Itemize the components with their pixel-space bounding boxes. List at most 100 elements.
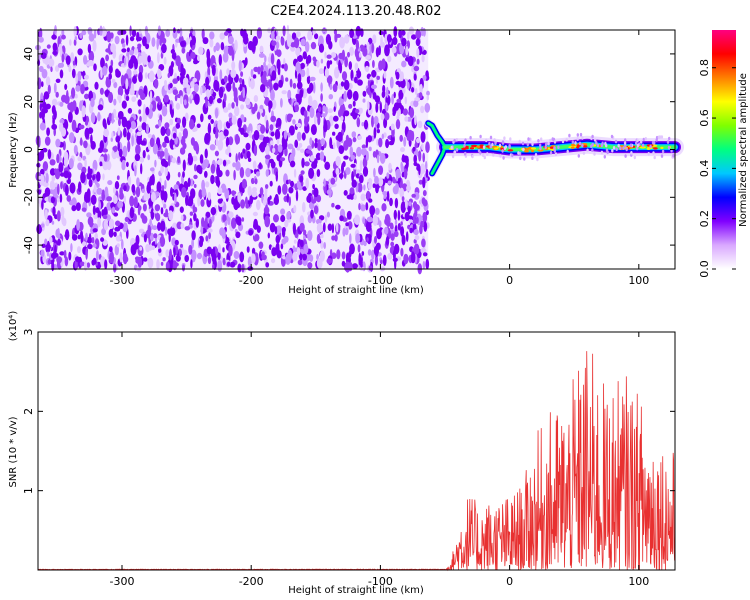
- spectrogram-noise-speck: [126, 47, 130, 53]
- signal-edge-speck: [642, 137, 645, 142]
- spectrogram-noise-speck: [337, 131, 343, 142]
- spectrogram-noise-speck: [182, 116, 187, 128]
- spectrogram-noise-speck: [205, 181, 210, 188]
- spectrogram-noise-speck: [241, 178, 247, 189]
- spectrogram-noise-speck: [108, 246, 113, 253]
- spectrogram-noise-speck: [366, 190, 371, 201]
- spectrogram-noise-speck: [357, 135, 362, 140]
- spectrogram-noise-speck: [119, 192, 124, 200]
- spectrogram-noise-speck: [314, 141, 318, 149]
- spectrogram-noise-speck: [84, 93, 89, 100]
- spectrogram-noise-speck: [228, 244, 233, 257]
- spectrogram-noise-speck: [319, 151, 325, 162]
- spectrogram-noise-speck: [288, 125, 295, 136]
- spectrogram-noise-speck: [305, 149, 312, 154]
- spectrogram-noise-speck: [184, 226, 191, 231]
- spectrogram-noise-speck: [143, 191, 147, 201]
- spectrogram-noise-speck: [200, 199, 205, 207]
- spectrogram-noise-speck: [137, 99, 142, 107]
- spectrogram-noise-speck: [270, 53, 275, 65]
- spectrogram-noise-speck: [209, 38, 214, 48]
- spectrogram-y-tick-label: 20: [22, 95, 35, 109]
- spectrogram-noise-speck: [51, 123, 58, 130]
- spectrogram-noise-speck: [57, 238, 61, 246]
- spectrogram-noise-speck: [309, 76, 316, 82]
- spectrogram-noise-speck: [252, 74, 257, 79]
- spectrogram-noise-speck: [139, 115, 142, 122]
- signal-edge-speck: [463, 152, 467, 156]
- spectrogram-noise-speck: [387, 180, 392, 185]
- spectrogram-noise-speck: [228, 112, 233, 119]
- signal-hot-spot: [570, 146, 575, 149]
- signal-edge-speck: [630, 151, 633, 155]
- spectrogram-noise-speck: [218, 54, 222, 66]
- spectrogram-noise-speck: [231, 102, 235, 109]
- spectrogram-noise-speck: [129, 25, 132, 37]
- spectrogram-noise-speck: [169, 248, 172, 261]
- spectrogram-noise-speck: [206, 246, 212, 255]
- spectrogram-noise-speck: [50, 196, 56, 204]
- spectrogram-noise-speck: [216, 159, 223, 166]
- spectrogram-noise-speck: [182, 264, 185, 272]
- spectrogram-noise-speck: [68, 111, 73, 123]
- spectrogram-noise-speck: [318, 215, 325, 221]
- spectrogram-noise-speck: [207, 191, 211, 201]
- spectrogram-noise-speck: [141, 122, 147, 131]
- signal-upper-core: [426, 121, 447, 149]
- signal-edge-speck: [633, 155, 636, 160]
- spectrogram-noise-speck: [330, 177, 336, 185]
- spectrogram-noise-speck: [365, 54, 371, 60]
- spectrogram-noise-speck: [414, 115, 417, 126]
- spectrogram-noise-speck: [407, 129, 414, 141]
- spectrogram-noise-speck: [311, 99, 318, 110]
- spectrogram-noise-speck: [131, 29, 137, 37]
- spectrogram-noise-speck: [316, 233, 321, 244]
- spectrogram-noise-speck: [352, 100, 356, 107]
- spectrogram-noise-speck: [182, 159, 186, 172]
- spectrogram-noise-speck: [383, 71, 387, 79]
- spectrogram-noise-speck: [119, 252, 123, 263]
- signal-edge-speck: [549, 151, 553, 155]
- spectrogram-noise-speck: [41, 243, 46, 248]
- spectrogram-noise-speck: [285, 77, 289, 82]
- signal-edge-speck: [652, 151, 655, 155]
- signal-edge-speck: [491, 142, 494, 147]
- signal-hot-spot: [494, 147, 499, 150]
- spectrogram-noise-speck: [246, 150, 251, 159]
- spectrogram-noise-speck: [374, 207, 380, 215]
- spectrogram-noise-speck: [316, 169, 321, 177]
- spectrogram-noise-speck: [242, 32, 249, 40]
- spectrogram-noise-speck: [292, 82, 297, 89]
- spectrogram-noise-speck: [248, 229, 254, 236]
- spectrogram-noise: [35, 24, 431, 275]
- spectrogram-noise-speck: [214, 108, 219, 119]
- colorbar-tick-label: 0.4: [698, 160, 711, 178]
- spectrogram-noise-speck: [139, 156, 145, 163]
- spectrogram-noise-speck: [400, 161, 403, 170]
- spectrogram-noise-speck: [264, 55, 267, 63]
- spectrogram-noise-speck: [180, 40, 186, 48]
- spectrogram-noise-speck: [179, 147, 186, 155]
- spectrogram-noise-speck: [331, 252, 337, 259]
- spectrogram-noise-speck: [216, 98, 222, 104]
- spectrogram-noise-speck: [117, 200, 124, 209]
- spectrogram-noise-speck: [385, 141, 389, 147]
- spectrogram-noise-speck: [92, 205, 96, 216]
- spectrogram-noise-speck: [199, 239, 203, 248]
- spectrogram-noise-speck: [104, 259, 108, 270]
- spectrogram-noise-speck: [211, 64, 216, 77]
- spectrogram-noise-speck: [200, 86, 203, 96]
- spectrogram-noise-speck: [270, 89, 275, 101]
- spectrogram-noise-speck: [271, 247, 277, 257]
- spectrogram-noise-speck: [45, 219, 50, 227]
- spectrogram-noise-speck: [186, 56, 192, 62]
- spectrogram-noise-speck: [238, 59, 242, 72]
- spectrogram-noise-speck: [59, 101, 64, 107]
- signal-hot-spot: [476, 145, 481, 148]
- spectrogram-noise-speck: [93, 184, 97, 193]
- spectrogram-noise-speck: [188, 244, 193, 255]
- spectrogram-noise-speck: [280, 243, 284, 250]
- spectrogram-noise-speck: [355, 233, 361, 244]
- spectrogram-noise-speck: [86, 62, 90, 67]
- spectrogram-noise-speck: [131, 184, 136, 193]
